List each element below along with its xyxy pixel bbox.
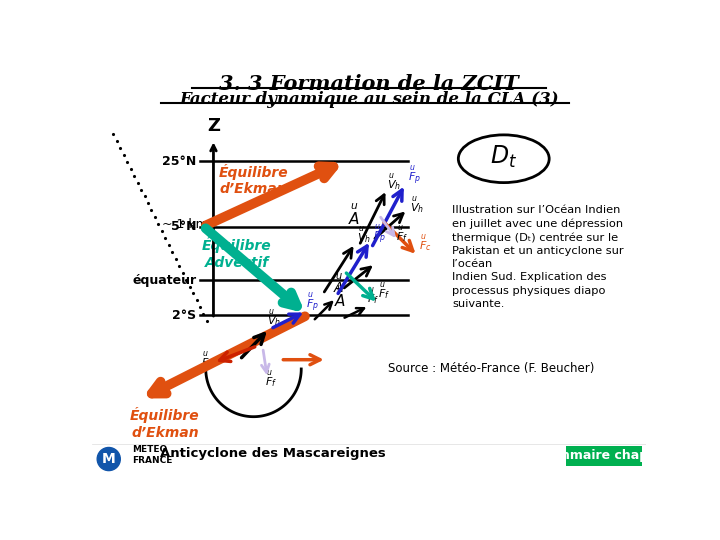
Text: $\overset{u}{F}_f$: $\overset{u}{F}_f$ [265, 369, 277, 390]
Text: Illustration sur l’Océan Indien
en juillet avec une dépression
thermique (Dₜ) ce: Illustration sur l’Océan Indien en juill… [452, 205, 624, 309]
Text: M: M [102, 452, 116, 466]
Text: $\overset{u}{A}$: $\overset{u}{A}$ [333, 273, 344, 296]
Text: $\overset{u}{F}_f$: $\overset{u}{F}_f$ [366, 286, 379, 307]
Text: ~ 1 km: ~ 1 km [161, 219, 207, 232]
Text: $\overset{u}{A}$: $\overset{u}{A}$ [334, 285, 346, 310]
Text: $\overset{u}{F}_p$: $\overset{u}{F}_p$ [408, 164, 420, 188]
Text: Équilibre
d’Ekman: Équilibre d’Ekman [219, 164, 288, 196]
Text: $\overset{u}{V}_h$: $\overset{u}{V}_h$ [357, 225, 372, 246]
Text: 5°N: 5°N [171, 220, 197, 233]
Text: équateur: équateur [132, 274, 197, 287]
Text: $\overset{u}{F}_p$: $\overset{u}{F}_p$ [306, 291, 319, 315]
Text: Anticyclone des Mascareignes: Anticyclone des Mascareignes [160, 447, 386, 460]
Text: $\overset{u}{V}_h$: $\overset{u}{V}_h$ [267, 307, 282, 329]
Text: 3. 3 Formation de la ZCIT: 3. 3 Formation de la ZCIT [219, 74, 519, 94]
Text: sommaire chap. 3: sommaire chap. 3 [541, 449, 666, 462]
Text: Z: Z [207, 117, 220, 135]
Text: Équilibre
d’Ekman: Équilibre d’Ekman [130, 408, 199, 440]
Text: Facteur dynamique au sein de la CLA (3): Facteur dynamique au sein de la CLA (3) [179, 91, 559, 108]
Text: METEO
FRANCE: METEO FRANCE [132, 446, 172, 465]
Text: $\overset{u}{V}_h$: $\overset{u}{V}_h$ [387, 171, 401, 193]
Text: Source : Météo-France (F. Beucher): Source : Météo-France (F. Beucher) [388, 362, 595, 375]
Text: $\overset{u}{F}_p$: $\overset{u}{F}_p$ [373, 222, 386, 247]
Text: $D_t$: $D_t$ [490, 144, 518, 170]
Text: $\overset{u}{F}_f$: $\overset{u}{F}_f$ [396, 223, 408, 245]
Text: $\overset{u}{F}_f$: $\overset{u}{F}_f$ [378, 280, 390, 302]
Text: Équilibre
Advectif: Équilibre Advectif [202, 238, 271, 269]
FancyBboxPatch shape [566, 446, 642, 466]
Text: 25°N: 25°N [162, 154, 197, 167]
Text: $\overset{u}{F}_c$: $\overset{u}{F}_c$ [419, 233, 432, 254]
Text: 2°S: 2°S [172, 308, 197, 321]
Text: $\overset{u}{F}_c$: $\overset{u}{F}_c$ [201, 349, 214, 371]
Text: $\overset{u}{V}_h$: $\overset{u}{V}_h$ [410, 194, 424, 215]
Text: $\overset{u}{A}$: $\overset{u}{A}$ [348, 203, 361, 228]
Circle shape [97, 448, 120, 470]
